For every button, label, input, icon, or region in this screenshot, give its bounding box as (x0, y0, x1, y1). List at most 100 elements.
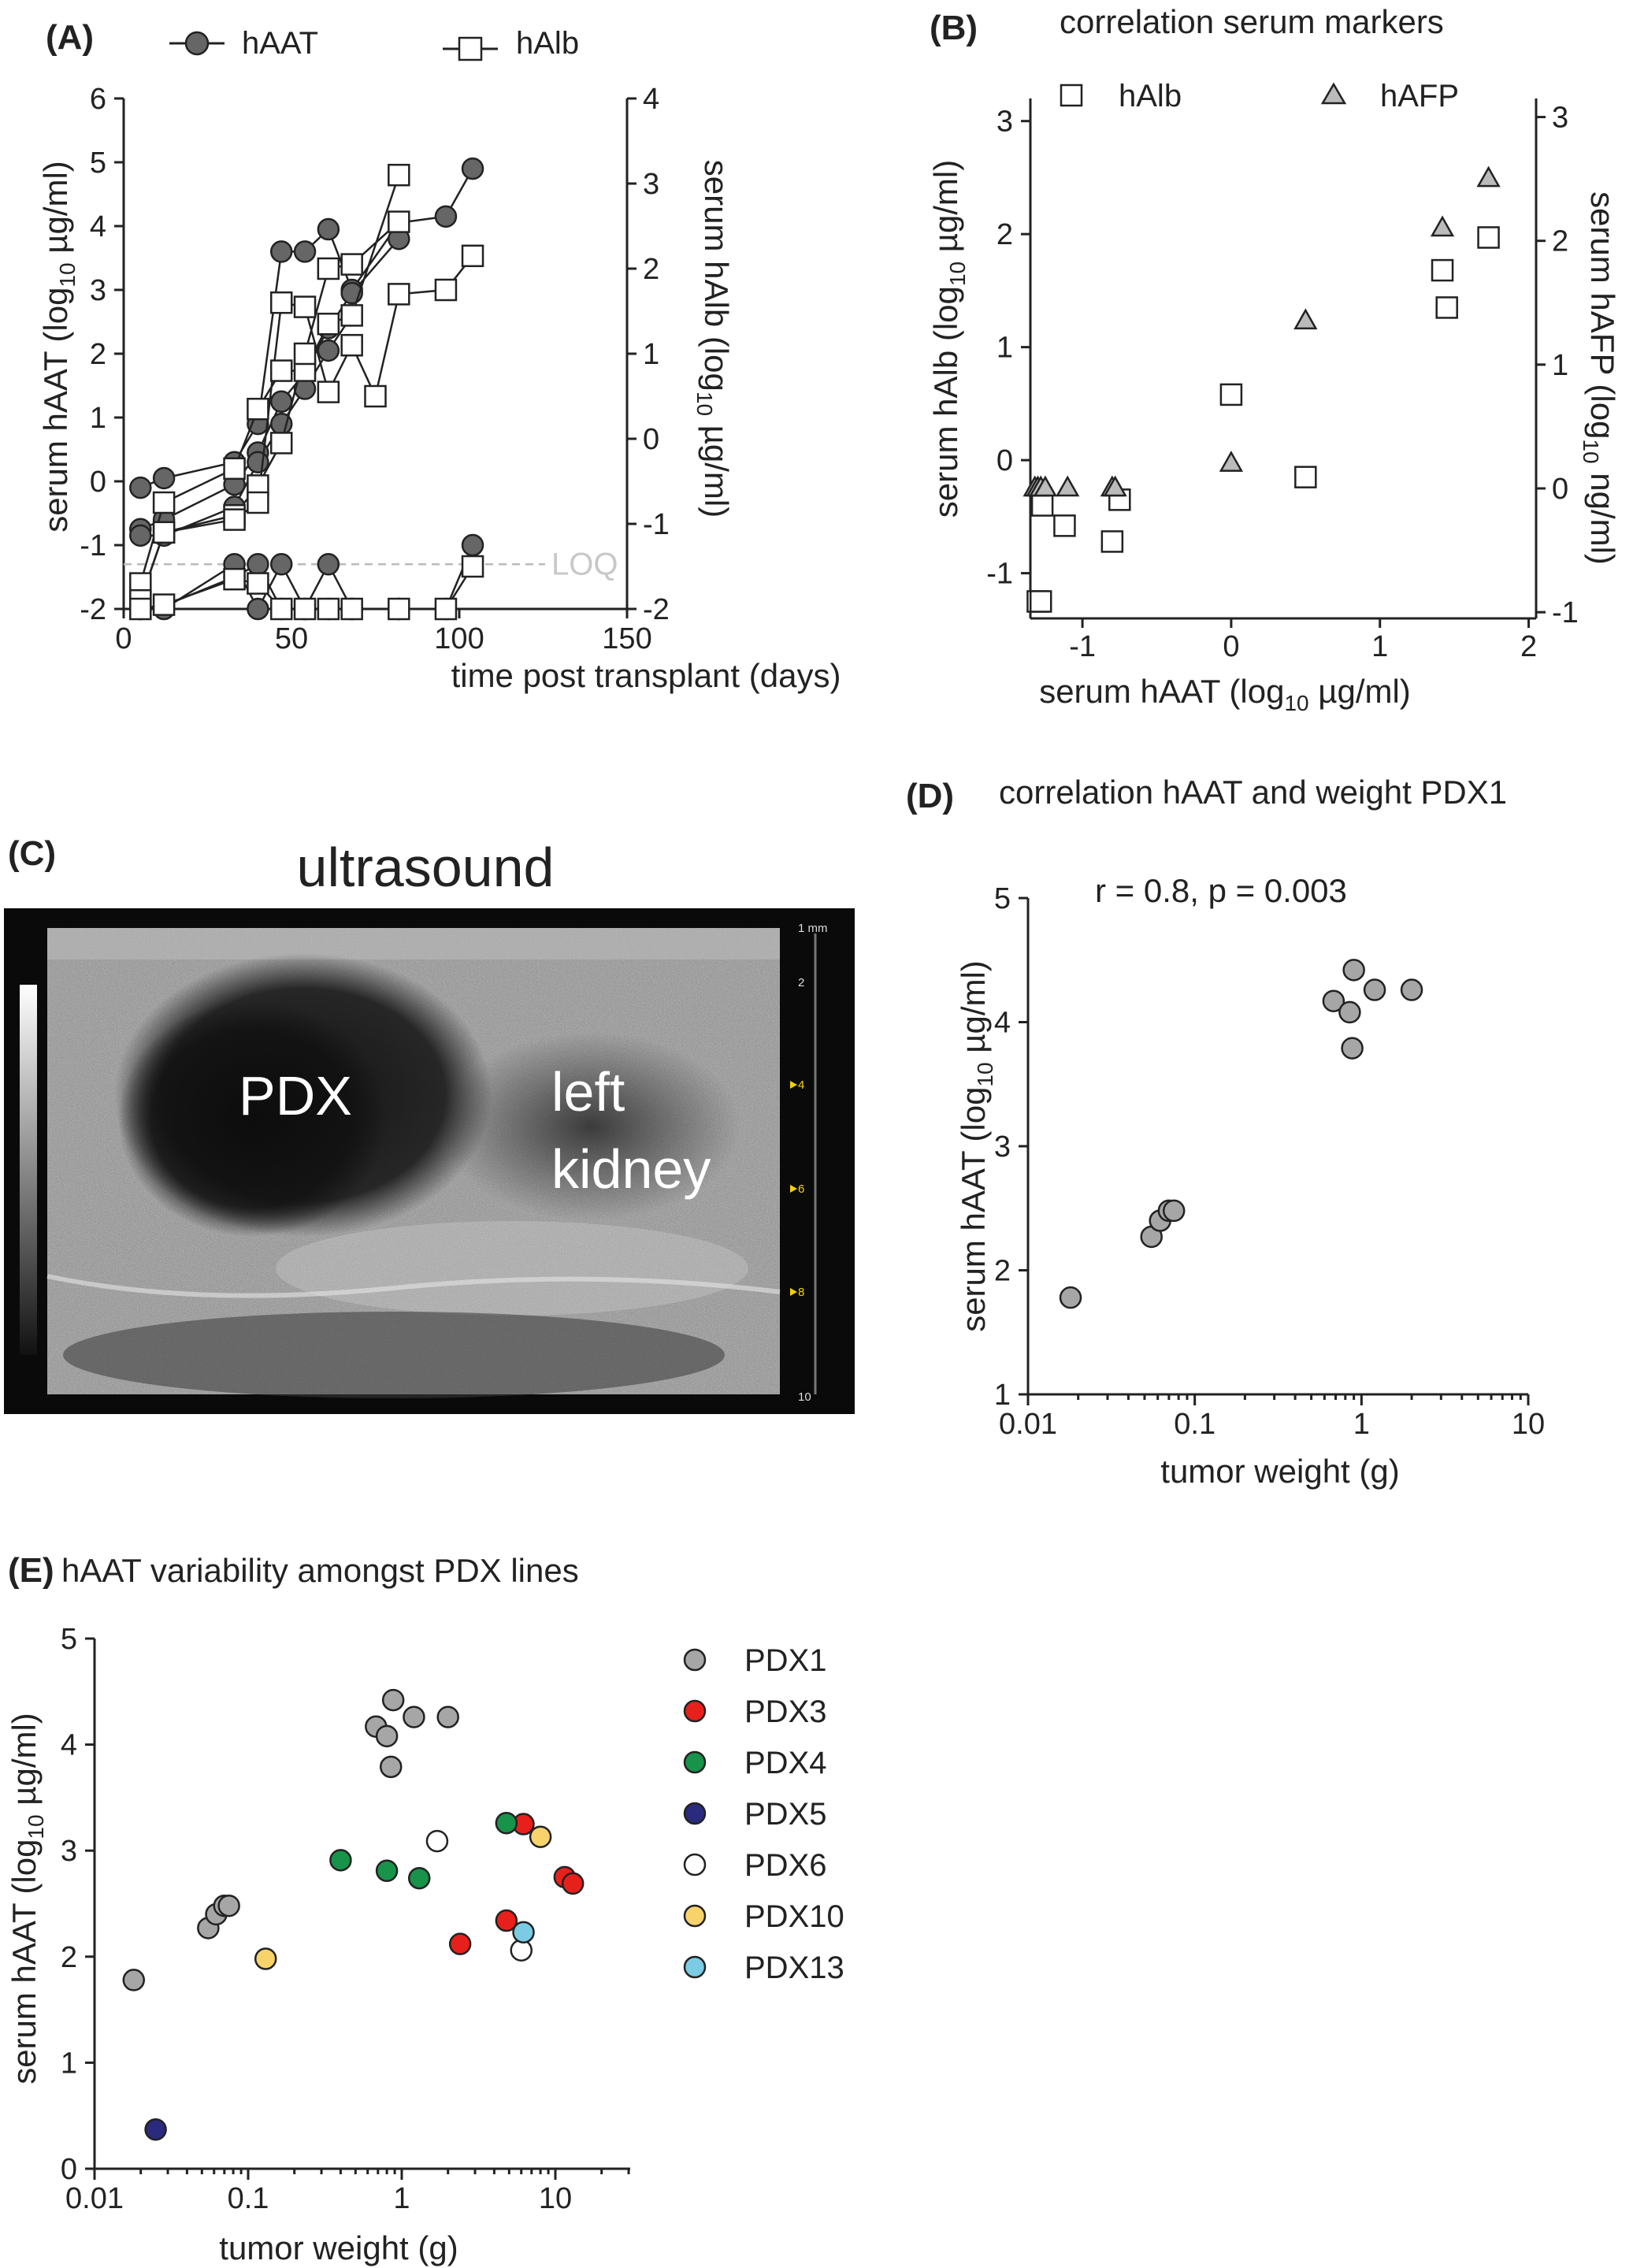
x-tick-label: 1 (1371, 630, 1388, 663)
x-tick-label: 50 (275, 622, 308, 655)
loq-label: LOQ (551, 547, 618, 581)
legend-marker-haat (184, 31, 210, 56)
data-point-haat (247, 597, 269, 621)
legend-label-pdx10: PDX10 (744, 1899, 844, 1934)
data-point-halb (317, 597, 340, 621)
panel-e-ylabel: serum hAAT (log10 µg/ml) (6, 1713, 48, 2084)
y-left-tick-label: 1 (90, 402, 106, 435)
data-point-halb (247, 397, 269, 421)
data-point-pdx1 (1400, 978, 1423, 1001)
x-tick-label: 10 (1512, 1408, 1545, 1441)
data-point-halb (1219, 383, 1243, 406)
data-point-halb (152, 491, 176, 514)
data-point-haat (247, 451, 269, 473)
data-point-haat (461, 157, 484, 180)
y-tick-label: 3 (61, 1835, 77, 1868)
data-point-pdx1 (1363, 978, 1386, 1001)
data-point-halb (129, 597, 152, 621)
y-right-tick-label: 3 (643, 168, 659, 201)
legend-label-halb: hAlb (516, 26, 579, 61)
legend-label-pdx6: PDX6 (744, 1848, 827, 1883)
depth-scale: 1 mm 2 4 6 8 10 (790, 922, 828, 1404)
data-point-halb (434, 597, 458, 621)
x-tick-label: 0.1 (1174, 1408, 1215, 1441)
data-point-haat (317, 217, 340, 241)
data-point-halb (1029, 590, 1052, 613)
panel-d-series (1059, 959, 1423, 1309)
y-left-tick-label: 3 (997, 106, 1013, 139)
y-right-tick-label: -1 (1552, 596, 1579, 629)
panel-a-series (129, 157, 484, 621)
data-point-halb (269, 359, 293, 382)
data-point-halb (340, 333, 363, 357)
data-point-halb (269, 432, 293, 455)
data-point-hafp (1033, 475, 1058, 497)
y-right-tick-label: 2 (1552, 225, 1568, 258)
data-point-halb (293, 597, 317, 621)
y-left-tick-label: 5 (90, 147, 106, 180)
y-left-tick-label: -1 (986, 558, 1013, 591)
data-point-pdx13 (512, 1921, 535, 1944)
data-point-halb (388, 163, 410, 187)
data-point-halb (1294, 466, 1317, 488)
panel-e: (E) hAAT variability amongst PDX lines 0… (6, 1551, 844, 2266)
data-point-halb (388, 597, 410, 621)
data-point-pdx1 (1162, 1199, 1186, 1223)
data-point-hafp (1219, 451, 1244, 472)
data-point-halb (1053, 514, 1076, 537)
y-left-tick-label: 3 (90, 274, 106, 307)
data-point-pdx3 (448, 1932, 472, 1955)
legend-label-pdx3: PDX3 (744, 1695, 827, 1729)
data-point-pdx1 (381, 1688, 405, 1712)
depth-marker-4 (790, 1081, 797, 1089)
y-left-tick-label: 0 (997, 444, 1013, 477)
panel-c-letter: (C) (8, 834, 56, 873)
data-point-halb (1477, 226, 1500, 249)
data-point-haat (269, 240, 293, 263)
panel-e-legend: PDX1 PDX3 PDX4 PDX5 PDX6 PDX10 PDX13 (683, 1643, 844, 1985)
data-point-haat (461, 533, 484, 557)
panel-e-title: hAAT variability amongst PDX lines (61, 1552, 579, 1589)
ultrasound-image (4, 908, 855, 1414)
data-point-hafp (1103, 475, 1127, 497)
panel-e-xlabel: tumor weight (g) (219, 2229, 458, 2266)
depth-label-6: 6 (798, 1182, 804, 1196)
data-point-haat (269, 390, 293, 413)
data-point-halb (269, 291, 293, 314)
y-right-tick-label: 0 (643, 423, 659, 456)
y-tick-label: 4 (61, 1729, 77, 1762)
y-left-tick-label: -2 (80, 593, 106, 626)
data-point-halb (293, 342, 317, 366)
depth-label-1mm: 1 mm (798, 922, 828, 935)
x-tick-label: 2 (1520, 630, 1537, 663)
data-point-halb (364, 384, 387, 408)
panel-d-annotation: r = 0.8, p = 0.003 (1095, 872, 1347, 909)
y-right-tick-label: 2 (643, 253, 659, 286)
data-point-pdx1 (1338, 1000, 1361, 1024)
legend-marker-halb-b (1060, 84, 1083, 107)
series-line-halb (139, 174, 400, 584)
x-tick-label: 10 (539, 2182, 572, 2215)
x-tick-label: 0 (115, 622, 132, 655)
data-point-pdx1 (379, 1755, 403, 1779)
legend-label-pdx1: PDX1 (744, 1643, 827, 1678)
x-tick-label: 100 (434, 622, 484, 655)
panel-d-letter: (D) (906, 777, 954, 815)
y-tick-label: 3 (994, 1130, 1011, 1164)
panel-d-xlabel: tumor weight (g) (1160, 1453, 1399, 1490)
panel-b-series (1022, 165, 1501, 613)
y-left-tick-label: 1 (997, 332, 1013, 365)
data-point-halb (317, 380, 340, 403)
data-point-pdx4 (375, 1859, 399, 1883)
data-point-pdx1 (403, 1706, 425, 1728)
data-point-pdx1 (1342, 959, 1365, 982)
data-point-haat (152, 466, 176, 490)
legend-marker-pdx3 (683, 1699, 707, 1723)
panel-d-ylabel: serum hAAT (log10 µg/ml) (955, 960, 997, 1332)
data-point-haat (317, 339, 340, 362)
data-point-halb (340, 597, 363, 621)
legend-marker-pdx6 (683, 1853, 707, 1876)
y-tick-label: 5 (61, 1623, 77, 1656)
